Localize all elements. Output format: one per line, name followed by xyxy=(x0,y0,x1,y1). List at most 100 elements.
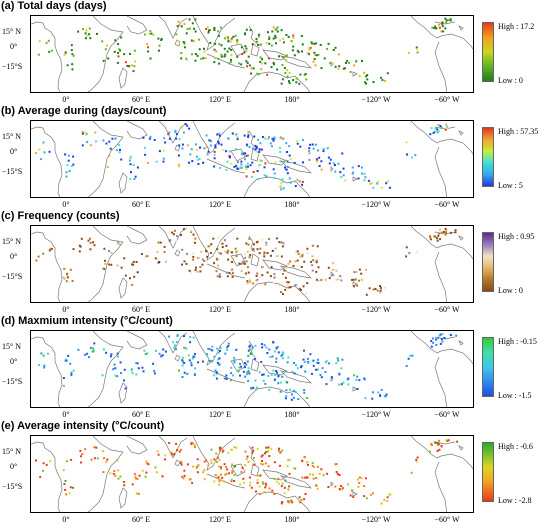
data-point xyxy=(307,362,310,364)
data-point xyxy=(190,230,193,233)
data-point xyxy=(280,485,283,488)
data-point xyxy=(280,82,283,85)
data-point xyxy=(92,241,95,244)
data-point xyxy=(244,253,246,256)
data-point xyxy=(65,280,68,283)
data-point xyxy=(342,381,345,384)
data-point xyxy=(320,160,323,163)
data-point xyxy=(272,168,275,171)
data-point xyxy=(35,259,38,262)
data-point xyxy=(282,37,285,40)
data-point xyxy=(318,156,321,159)
data-point xyxy=(447,439,450,442)
data-point xyxy=(211,349,214,352)
data-point xyxy=(280,241,283,244)
data-point xyxy=(293,362,295,364)
data-point xyxy=(119,49,122,52)
data-point xyxy=(252,386,255,389)
data-point xyxy=(183,346,186,349)
lon-label-180: 180° xyxy=(284,95,300,104)
data-point xyxy=(253,463,256,466)
data-point xyxy=(271,137,274,140)
data-point xyxy=(158,352,161,355)
data-point xyxy=(298,180,301,183)
panel-title: (b) Average during (days/count) xyxy=(1,105,167,117)
data-point xyxy=(292,34,295,37)
data-point xyxy=(308,48,311,51)
lat-label-0: 0° xyxy=(10,147,18,156)
data-point xyxy=(128,159,131,162)
data-point xyxy=(88,356,90,359)
data-point xyxy=(47,39,50,42)
data-point xyxy=(296,142,299,145)
data-point xyxy=(220,466,222,469)
data-point xyxy=(213,61,216,64)
data-point xyxy=(410,471,413,474)
data-point xyxy=(274,28,277,31)
lon-label-120e: 120° E xyxy=(208,515,232,524)
data-point xyxy=(251,451,254,454)
data-point xyxy=(316,160,319,163)
data-point xyxy=(228,62,231,65)
data-point xyxy=(116,61,119,64)
data-point xyxy=(284,159,287,162)
data-point xyxy=(304,476,307,479)
data-point xyxy=(136,477,139,480)
data-point xyxy=(280,188,283,191)
data-point xyxy=(71,63,74,66)
data-point xyxy=(344,67,346,70)
data-point xyxy=(268,42,271,45)
data-point xyxy=(108,250,110,252)
data-point xyxy=(113,363,116,366)
data-point xyxy=(236,167,239,170)
data-point xyxy=(272,281,275,284)
data-point xyxy=(69,486,72,489)
data-point xyxy=(438,23,441,26)
data-point xyxy=(110,263,113,266)
data-point xyxy=(275,347,278,350)
data-point xyxy=(193,443,196,446)
data-point xyxy=(298,496,301,499)
data-point xyxy=(298,287,301,290)
data-point xyxy=(314,54,317,57)
data-point xyxy=(89,144,92,147)
data-point xyxy=(62,276,65,279)
data-point xyxy=(267,446,270,449)
data-point xyxy=(276,345,279,348)
data-point xyxy=(233,165,236,168)
data-point xyxy=(126,64,129,67)
data-point xyxy=(226,348,228,351)
data-point xyxy=(225,466,228,468)
data-point xyxy=(225,378,228,380)
data-point xyxy=(185,347,188,350)
data-point xyxy=(301,476,304,479)
data-point xyxy=(190,39,193,42)
data-point xyxy=(432,341,435,344)
data-points xyxy=(37,332,458,401)
data-point xyxy=(331,62,334,65)
data-point xyxy=(290,40,293,43)
data-point xyxy=(327,266,330,269)
data-point xyxy=(326,472,328,475)
data-point xyxy=(200,57,203,60)
data-point xyxy=(213,165,216,168)
data-point xyxy=(175,341,178,344)
data-point xyxy=(263,174,266,177)
data-point xyxy=(116,240,119,243)
data-point xyxy=(217,264,219,267)
data-point xyxy=(270,373,273,376)
data-point xyxy=(311,42,313,45)
data-point xyxy=(299,73,302,76)
data-point xyxy=(183,362,186,364)
data-point xyxy=(291,370,294,373)
data-point xyxy=(213,27,216,29)
data-point xyxy=(309,143,312,146)
data-point xyxy=(364,81,367,84)
data-point xyxy=(231,271,234,274)
data-point xyxy=(224,239,226,242)
data-point xyxy=(271,145,273,148)
data-point xyxy=(255,41,258,44)
data-point xyxy=(35,459,37,462)
data-point xyxy=(178,144,181,147)
data-point xyxy=(405,141,408,144)
